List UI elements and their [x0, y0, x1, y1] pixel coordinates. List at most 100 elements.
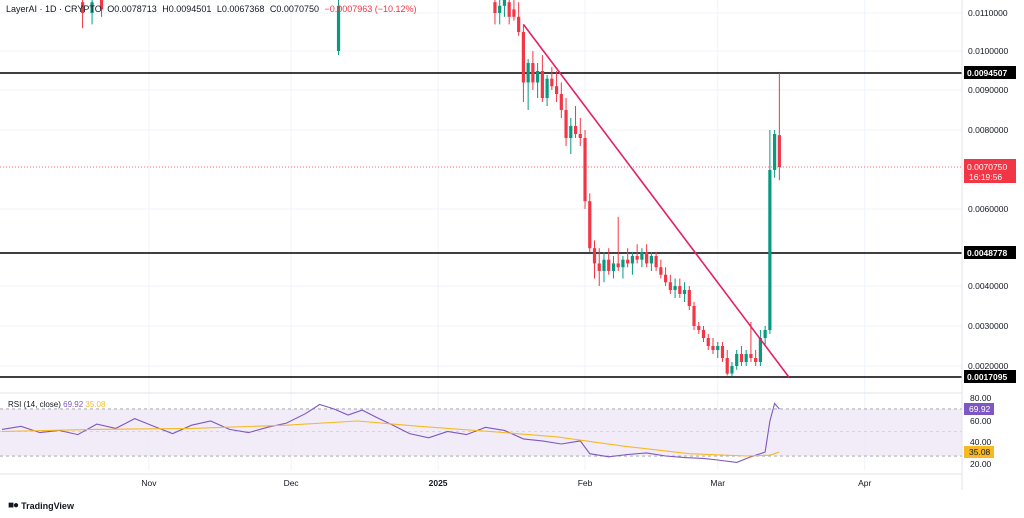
candle-body — [602, 259, 606, 271]
candle-body — [701, 330, 706, 338]
candle-body — [597, 263, 601, 271]
candle-body — [687, 290, 691, 306]
rsi-line — [1, 402, 780, 463]
candle-body — [668, 282, 672, 290]
candle-body — [550, 78, 554, 87]
candle-body — [80, 2, 85, 14]
price-level-label: 0.0048778 — [967, 248, 1007, 258]
candle-body — [90, 2, 94, 14]
candle-body — [578, 134, 582, 138]
candle-body — [692, 306, 696, 326]
rsi-value-label: 69.92 — [969, 404, 991, 414]
candle-body — [588, 201, 592, 249]
price-grid — [0, 0, 962, 470]
candle-body — [645, 252, 649, 264]
brand-name: TradingView — [21, 500, 74, 511]
candle-body — [611, 263, 616, 271]
candle-body — [573, 126, 578, 134]
candle-body — [536, 71, 540, 83]
candle-body — [706, 338, 710, 346]
symbol-label[interactable]: LayerAI · 1D · CRYPTO — [6, 4, 102, 14]
rsi-value: 69.92 — [63, 400, 84, 409]
ohlc-low: L0.0067368 — [216, 4, 265, 14]
price-tick-label: 0.0080000 — [968, 125, 1008, 135]
rsi-label[interactable]: RSI (14, close) — [8, 400, 61, 409]
candle-body — [498, 5, 502, 13]
price-tick-label: 0.0060000 — [968, 204, 1008, 214]
price-level-tag — [964, 246, 1016, 259]
price-tick-label: 0.0020000 — [968, 361, 1008, 371]
candle-body — [512, 9, 516, 17]
time-tick-label: Mar — [710, 478, 725, 488]
candle-body — [711, 346, 715, 350]
ohlc-open: O0.0078713 — [107, 4, 157, 14]
candle-body — [583, 138, 587, 202]
candle-body — [735, 354, 739, 366]
candle-body — [493, 2, 497, 14]
current-price-countdown: 16:19:56 — [969, 172, 1002, 182]
time-tick-label: 2025 — [429, 478, 448, 488]
candle-body — [540, 71, 544, 98]
candle-body — [654, 255, 658, 268]
candle-body — [678, 286, 682, 294]
rsi-ma-label: 35.08 — [969, 447, 991, 457]
price-level-label: 0.0017095 — [967, 372, 1007, 382]
candle-body — [768, 169, 772, 330]
candle-body — [659, 267, 663, 275]
candle-body — [554, 86, 559, 94]
rsi-band — [0, 408, 962, 457]
price-tick-label: 0.0030000 — [968, 321, 1008, 331]
candle-body — [564, 110, 568, 138]
candle-body — [621, 259, 625, 268]
candle-body — [749, 354, 753, 358]
candles — [80, 0, 781, 377]
candle-body — [616, 263, 620, 268]
candle-body — [517, 16, 521, 32]
candle-body — [649, 255, 653, 264]
rsi-tick-label: 60.00 — [970, 416, 992, 426]
candle-body — [664, 274, 668, 283]
rsi-tick-label: 20.00 — [970, 459, 992, 469]
candle-body — [673, 286, 677, 290]
candle-body — [697, 326, 701, 330]
tradingview-logo-icon: ■● — [8, 500, 19, 511]
candle-body — [559, 94, 563, 110]
candle-body — [507, 2, 511, 17]
candle-body — [720, 346, 725, 358]
candle-body — [640, 252, 644, 260]
candle-body — [336, 5, 341, 52]
rsi-ma-line — [1, 420, 780, 457]
time-tick-label: Nov — [141, 478, 157, 488]
candle-body — [725, 358, 729, 374]
rsi-tick-label: 40.00 — [970, 437, 992, 447]
candle-body — [682, 290, 687, 294]
candle-body — [526, 63, 530, 83]
symbol-header: LayerAI · 1D · CRYPTO O0.0078713 H0.0094… — [6, 4, 420, 14]
candle-body — [730, 366, 734, 374]
time-tick-label: Dec — [284, 478, 300, 488]
current-price-label: 0.0070750 — [967, 162, 1007, 172]
tradingview-brand[interactable]: ■● TradingView — [8, 500, 74, 511]
rsi-header: RSI (14, close) 69.92 35.08 — [8, 400, 105, 409]
price-tick-label: 0.0090000 — [968, 85, 1008, 95]
candle-body — [502, 0, 507, 6]
candle-body — [716, 346, 720, 350]
price-tick-label: 0.0100000 — [968, 46, 1008, 56]
ohlc-close: C0.0070750 — [269, 4, 319, 14]
candle-body — [744, 354, 748, 362]
candle-body — [569, 126, 573, 138]
rsi-tick-label: 80.00 — [970, 393, 992, 403]
candle-body — [773, 134, 777, 170]
candle-body — [607, 259, 611, 271]
time-tick-label: Feb — [578, 478, 593, 488]
current-price-tag — [964, 159, 1016, 183]
candle-body — [754, 358, 758, 362]
candle-body — [626, 259, 630, 264]
price-level-label: 0.0094507 — [967, 68, 1007, 78]
candle-body — [521, 32, 525, 83]
rsi-value-tag — [964, 403, 994, 415]
time-tick-label: Apr — [858, 478, 871, 488]
candle-body — [592, 248, 597, 264]
